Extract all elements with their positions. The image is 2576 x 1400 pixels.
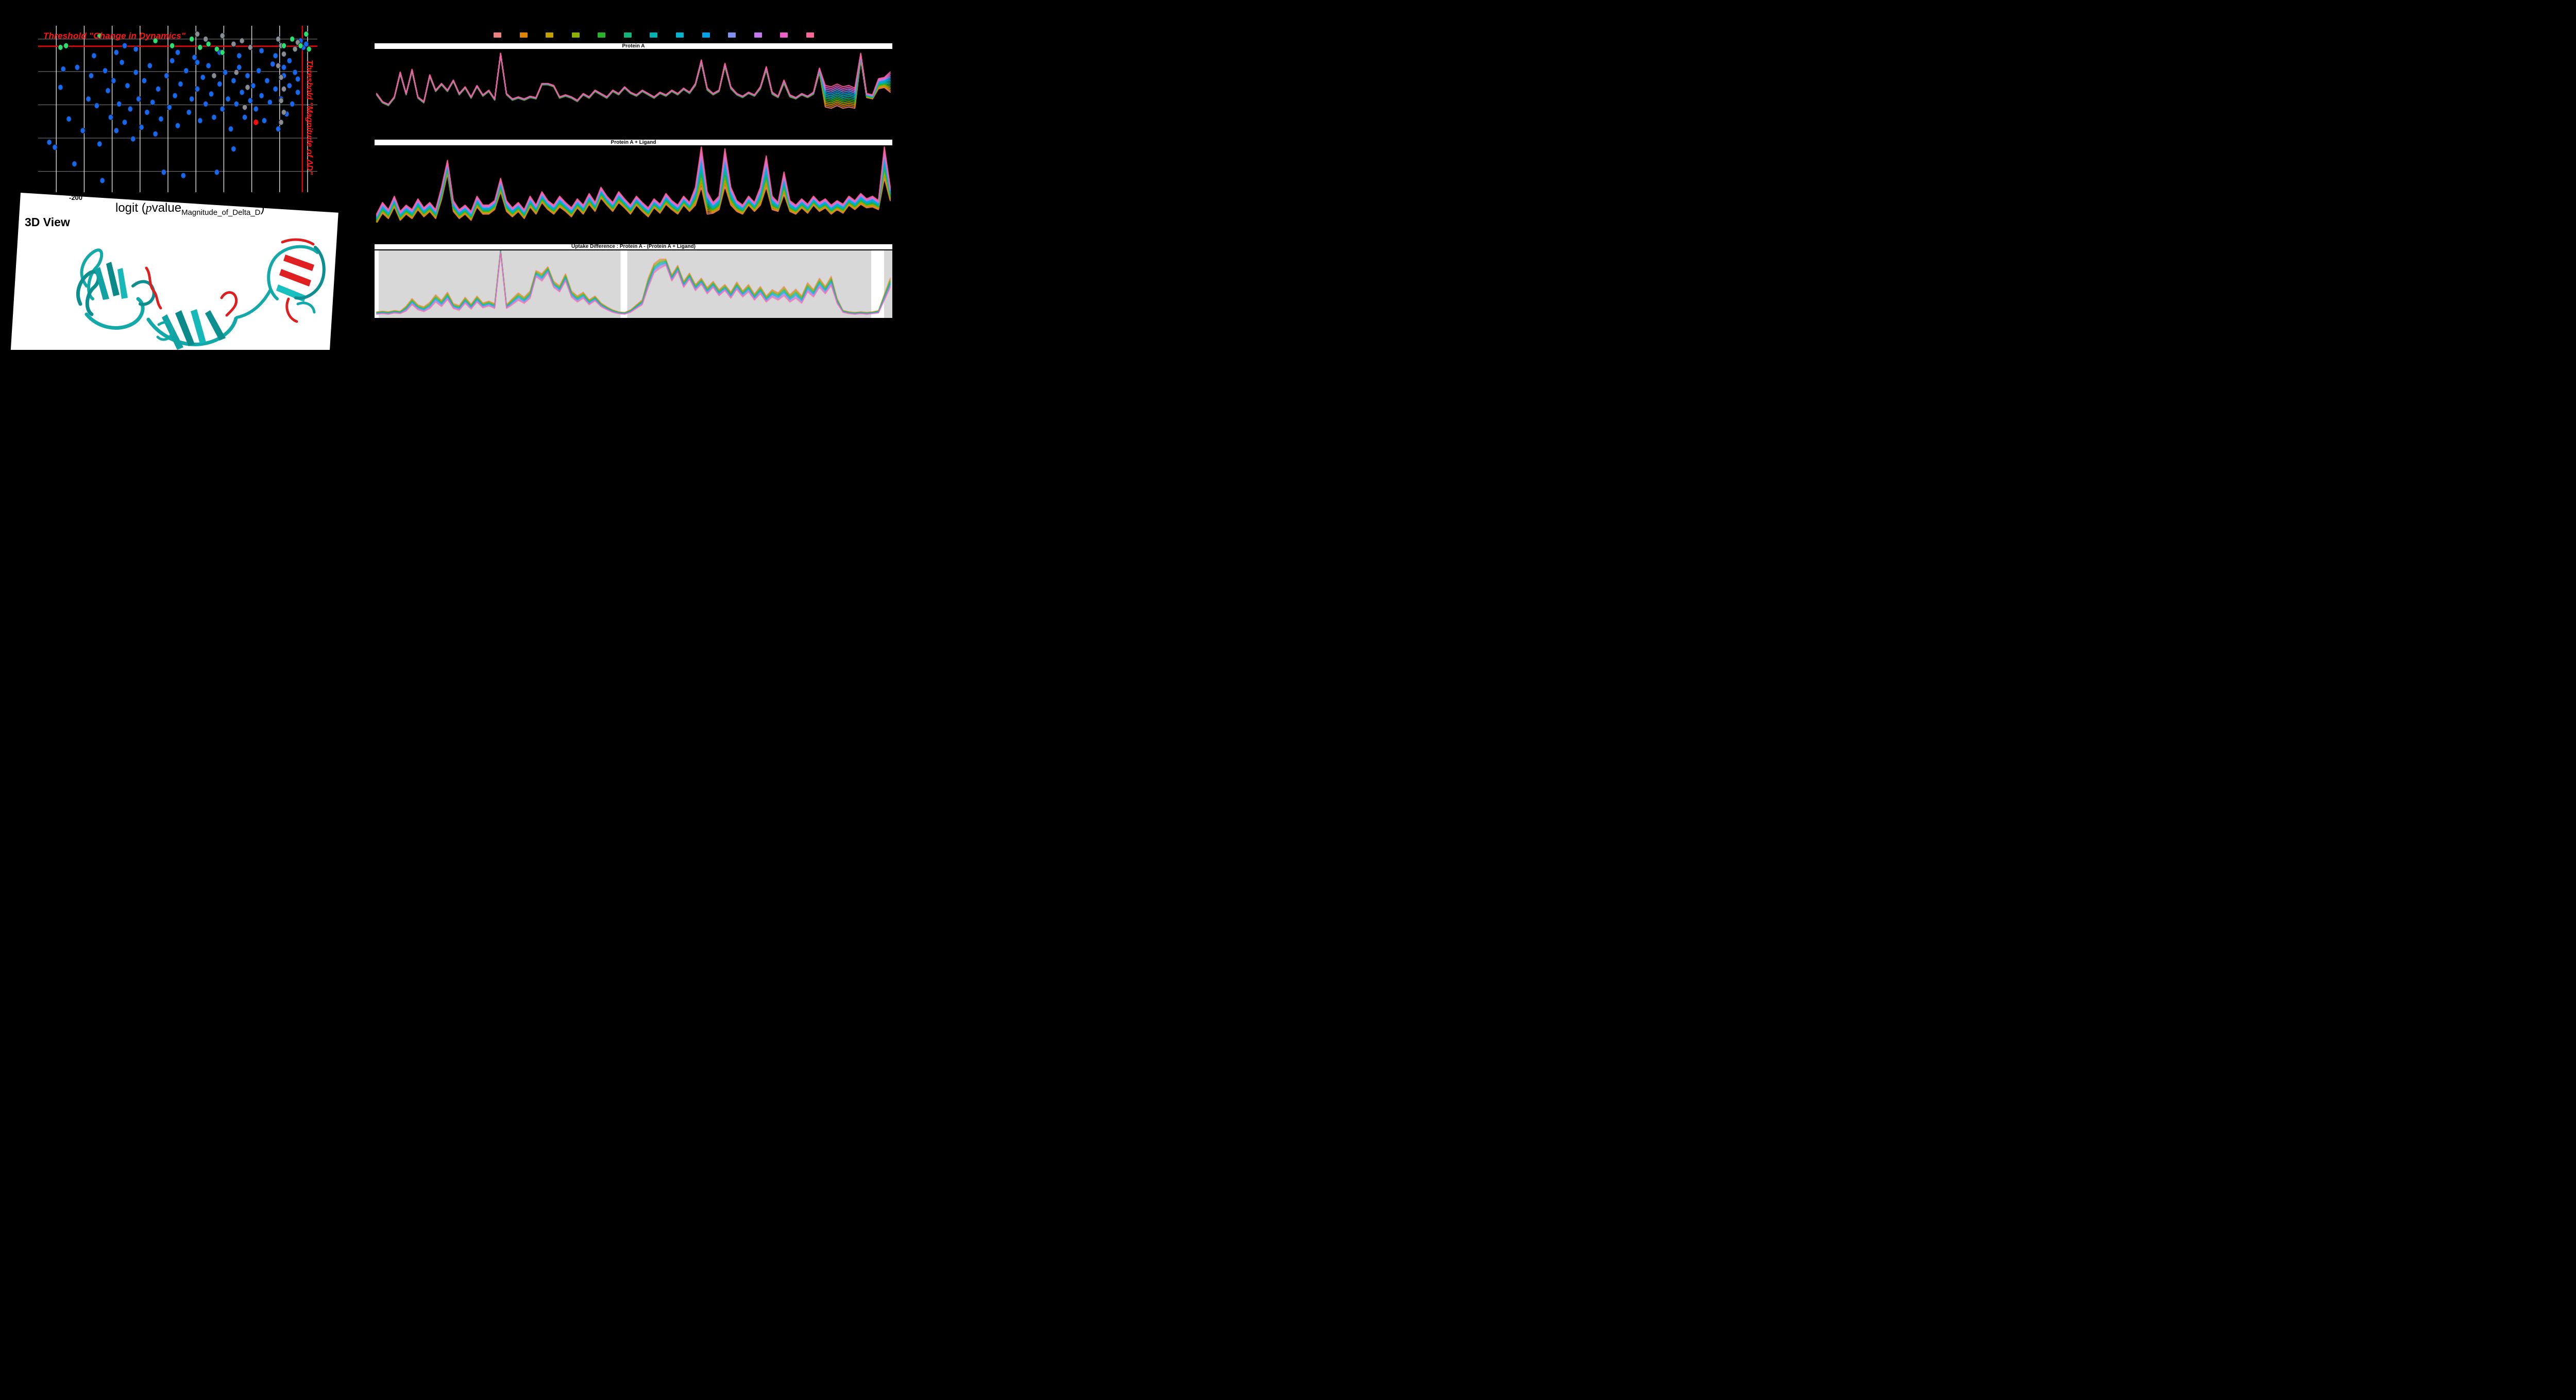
uptake-difference-chart[interactable] xyxy=(375,250,892,318)
legend-swatch-12[interactable] xyxy=(806,32,814,38)
timepoint-legend[interactable] xyxy=(494,32,814,38)
threshold-change-in-dynamics-label: Threshold "Change in Dynamics" xyxy=(43,31,186,41)
volcano-scatter-svg xyxy=(38,26,317,192)
legend-swatch-7[interactable] xyxy=(676,32,684,38)
panel-title-protein-a: Protein A xyxy=(375,43,892,49)
legend-swatch-4[interactable] xyxy=(598,32,606,38)
x-axis-label: logit (pvalueMagnitude_of_Delta_D) xyxy=(115,201,265,217)
legend-swatch-1[interactable] xyxy=(519,32,528,38)
3d-view-title: 3D View xyxy=(25,215,70,229)
3d-view-card[interactable]: 3D View xyxy=(9,193,339,350)
x-axis-tick-minus200: -200 xyxy=(69,194,83,201)
legend-swatch-11[interactable] xyxy=(780,32,788,38)
legend-swatch-10[interactable] xyxy=(754,32,762,38)
legend-swatch-5[interactable] xyxy=(623,32,632,38)
legend-swatch-8[interactable] xyxy=(702,32,710,38)
threshold-magnitude-label: Threshold "Magnitude of ΔD" xyxy=(305,60,314,175)
legend-swatch-2[interactable] xyxy=(546,32,554,38)
legend-swatch-0[interactable] xyxy=(494,32,501,38)
legend-swatch-3[interactable] xyxy=(571,32,580,38)
uptake-chart-protein-a-ligand[interactable] xyxy=(375,145,892,223)
uptake-chart-protein-a[interactable] xyxy=(375,49,892,134)
x-axis-tick-minus100: -100 xyxy=(136,194,150,201)
protein-ribbon-illustration[interactable] xyxy=(56,237,336,350)
volcano-plot[interactable]: Threshold "Change in Dynamics" Threshold… xyxy=(38,26,317,192)
panel-title-protein-a-ligand: Protein A + Ligand xyxy=(375,140,892,145)
hdx-dashboard: Threshold "Change in Dynamics" Threshold… xyxy=(0,0,913,350)
panel-title-uptake-difference: Uptake Difference : Protein A - (Protein… xyxy=(375,244,892,250)
3d-view-card-content: 3D View xyxy=(21,193,339,350)
legend-swatch-6[interactable] xyxy=(650,32,658,38)
legend-swatch-9[interactable] xyxy=(728,32,736,38)
